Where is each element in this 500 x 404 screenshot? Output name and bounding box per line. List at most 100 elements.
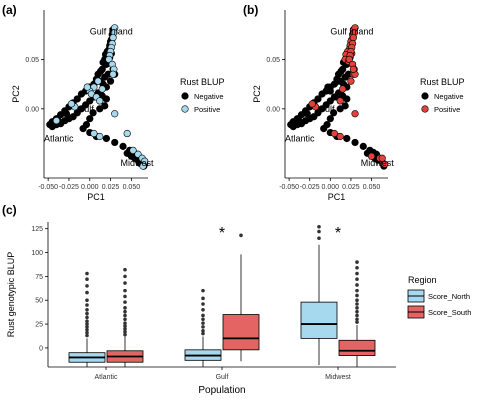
scatter-point bbox=[129, 146, 137, 154]
box-outlier bbox=[123, 321, 127, 325]
y-tick-label: 0.05 bbox=[25, 57, 39, 64]
box-outlier bbox=[85, 303, 89, 307]
scatter-point bbox=[111, 138, 119, 147]
scatter-point bbox=[308, 100, 316, 108]
scatter-point bbox=[359, 142, 367, 150]
box-outlier bbox=[123, 306, 127, 310]
box-outlier bbox=[85, 284, 89, 288]
scatter-point bbox=[83, 83, 91, 91]
scatter-point bbox=[330, 109, 338, 117]
cluster-annotation: Gulf bbox=[318, 104, 335, 114]
scatter-point bbox=[381, 160, 389, 168]
panel-b: (b) -0.050 -0.025 0.000 0.025 0.050 0.00 0.05 PC… bbox=[243, 3, 465, 202]
scatter-point bbox=[62, 110, 71, 118]
scatter-point bbox=[109, 70, 117, 78]
box-outlier bbox=[201, 313, 205, 318]
box-outlier bbox=[239, 233, 243, 238]
scatter-point bbox=[94, 77, 102, 85]
x-tick-label: Gulf bbox=[216, 374, 229, 381]
scatter-point bbox=[123, 129, 131, 138]
box-outlier bbox=[85, 277, 89, 282]
box-outlier bbox=[355, 260, 359, 264]
scatter-point bbox=[336, 132, 344, 141]
box-outlier bbox=[85, 325, 89, 329]
scatter-point bbox=[102, 134, 110, 143]
y-tick-label: 75 bbox=[35, 274, 43, 281]
box-outlier bbox=[355, 288, 359, 293]
box-outlier bbox=[123, 313, 127, 318]
scatter-point bbox=[123, 149, 131, 157]
box-outlier bbox=[123, 327, 127, 331]
box-outlier bbox=[85, 322, 89, 326]
box-outlier bbox=[85, 290, 89, 295]
scatter-point bbox=[67, 100, 76, 108]
y-tick-label: 0 bbox=[39, 345, 43, 352]
legend-label: Positive bbox=[434, 105, 460, 114]
legend-label: Negative bbox=[194, 92, 224, 101]
legend-title: Rust BLUP bbox=[420, 77, 465, 87]
scatter-point bbox=[89, 109, 97, 117]
y-tick-label: 0.05 bbox=[266, 57, 280, 64]
panel-a: (a) -0.050 -0.025 0.000 0.025 0.050 0.00 0.05 PC… bbox=[2, 3, 225, 202]
legend-label: Score_South bbox=[428, 308, 471, 317]
x-tick-label: Midwest bbox=[325, 374, 351, 381]
box-outlier bbox=[123, 294, 127, 299]
scatter-point bbox=[102, 95, 110, 103]
scatter-point bbox=[77, 90, 86, 98]
significance-marker: * bbox=[335, 225, 341, 242]
box-outlier bbox=[123, 332, 127, 337]
box-outlier bbox=[123, 309, 127, 314]
box-outlier bbox=[201, 307, 205, 312]
scatter-point bbox=[318, 90, 326, 98]
box-outlier bbox=[355, 313, 359, 318]
box-outlier bbox=[201, 321, 205, 325]
box-outlier bbox=[201, 302, 205, 306]
scatter-point bbox=[324, 83, 332, 91]
scatter-point bbox=[98, 85, 106, 93]
box-outlier bbox=[85, 330, 89, 335]
panel-c: (c) 0 25 50 75 100 125 Atlantic Gulf * Midwest * Pop… bbox=[2, 203, 471, 396]
scatter-point bbox=[351, 138, 359, 147]
scatter-point bbox=[79, 124, 87, 133]
box-outlier bbox=[201, 325, 205, 329]
box-outlier bbox=[123, 288, 127, 293]
y-tick-label: 0.00 bbox=[266, 106, 280, 113]
box-outlier bbox=[355, 309, 359, 314]
cluster-annotation: Gulf inland bbox=[330, 27, 373, 37]
box-outlier bbox=[123, 281, 127, 285]
cluster-annotation: Gulf inland bbox=[90, 27, 133, 37]
x-tick-label: 0.025 bbox=[342, 184, 360, 191]
legend-title: Rust BLUP bbox=[180, 77, 225, 87]
box-outlier bbox=[85, 319, 89, 324]
box-iqr bbox=[222, 314, 260, 351]
box-outlier bbox=[355, 317, 359, 322]
x-tick-label: 0.050 bbox=[363, 184, 381, 191]
scatter-point bbox=[303, 110, 311, 118]
scatter-point bbox=[119, 142, 127, 150]
x-axis-label: Population bbox=[198, 385, 245, 396]
cluster-annotation: Atlantic bbox=[44, 133, 74, 143]
significance-marker: * bbox=[219, 225, 225, 242]
y-tick-label: 0.00 bbox=[25, 106, 39, 113]
panel-label: (a) bbox=[2, 3, 17, 17]
scatter-point bbox=[111, 110, 119, 118]
x-axis-label: PC1 bbox=[87, 192, 105, 202]
box-iqr bbox=[300, 301, 338, 339]
scatter-point bbox=[334, 77, 343, 85]
box-outlier bbox=[85, 307, 89, 312]
cluster-annotation: Midwest bbox=[121, 158, 155, 168]
x-tick-label: Atlantic bbox=[95, 374, 118, 381]
box-outlier bbox=[355, 306, 359, 310]
box-outlier bbox=[201, 331, 205, 336]
scatter-point bbox=[96, 132, 104, 141]
box-outlier bbox=[317, 236, 321, 241]
box-outlier bbox=[201, 317, 205, 322]
x-tick-label: -0.025 bbox=[59, 184, 79, 191]
scatter-point bbox=[378, 154, 386, 162]
scatter-point bbox=[336, 97, 344, 105]
scatter-point bbox=[90, 129, 98, 138]
x-tick-label: -0.050 bbox=[279, 184, 299, 191]
scatter-point bbox=[351, 110, 359, 118]
legend-title: Region bbox=[408, 275, 437, 285]
box-outlier bbox=[85, 333, 89, 338]
